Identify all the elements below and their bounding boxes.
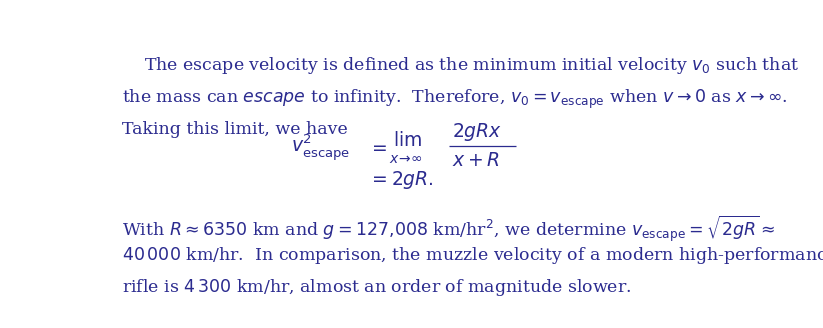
Text: $= 2gR.$: $= 2gR.$ (368, 169, 434, 191)
Text: The escape velocity is defined as the minimum initial velocity $v_0$ such that: The escape velocity is defined as the mi… (122, 54, 799, 75)
Text: With $R \approx 6350$ km and $g = 127{,}008$ km/hr$^2$, we determine $v_{\mathrm: With $R \approx 6350$ km and $g = 127{,}… (122, 214, 775, 244)
Text: $\lim$: $\lim$ (393, 132, 422, 151)
Text: $x\!\to\!\infty$: $x\!\to\!\infty$ (389, 152, 422, 166)
Text: $x + R$: $x + R$ (453, 152, 500, 170)
Text: rifle is $4\,300$ km/hr, almost an order of magnitude slower.: rifle is $4\,300$ km/hr, almost an order… (122, 277, 631, 298)
Text: $40\,000$ km/hr.  In comparison, the muzzle velocity of a modern high-performanc: $40\,000$ km/hr. In comparison, the muzz… (122, 245, 823, 266)
Text: the mass can $\mathit{escape}$ to infinity.  Therefore, $v_0 = v_{\mathrm{escape: the mass can $\mathit{escape}$ to infini… (122, 88, 788, 111)
Text: Taking this limit, we have: Taking this limit, we have (122, 121, 348, 138)
Text: $v^2_{\mathrm{escape}}$: $v^2_{\mathrm{escape}}$ (291, 133, 350, 163)
Text: $2gRx$: $2gRx$ (453, 121, 503, 143)
Text: $=$: $=$ (368, 138, 387, 156)
